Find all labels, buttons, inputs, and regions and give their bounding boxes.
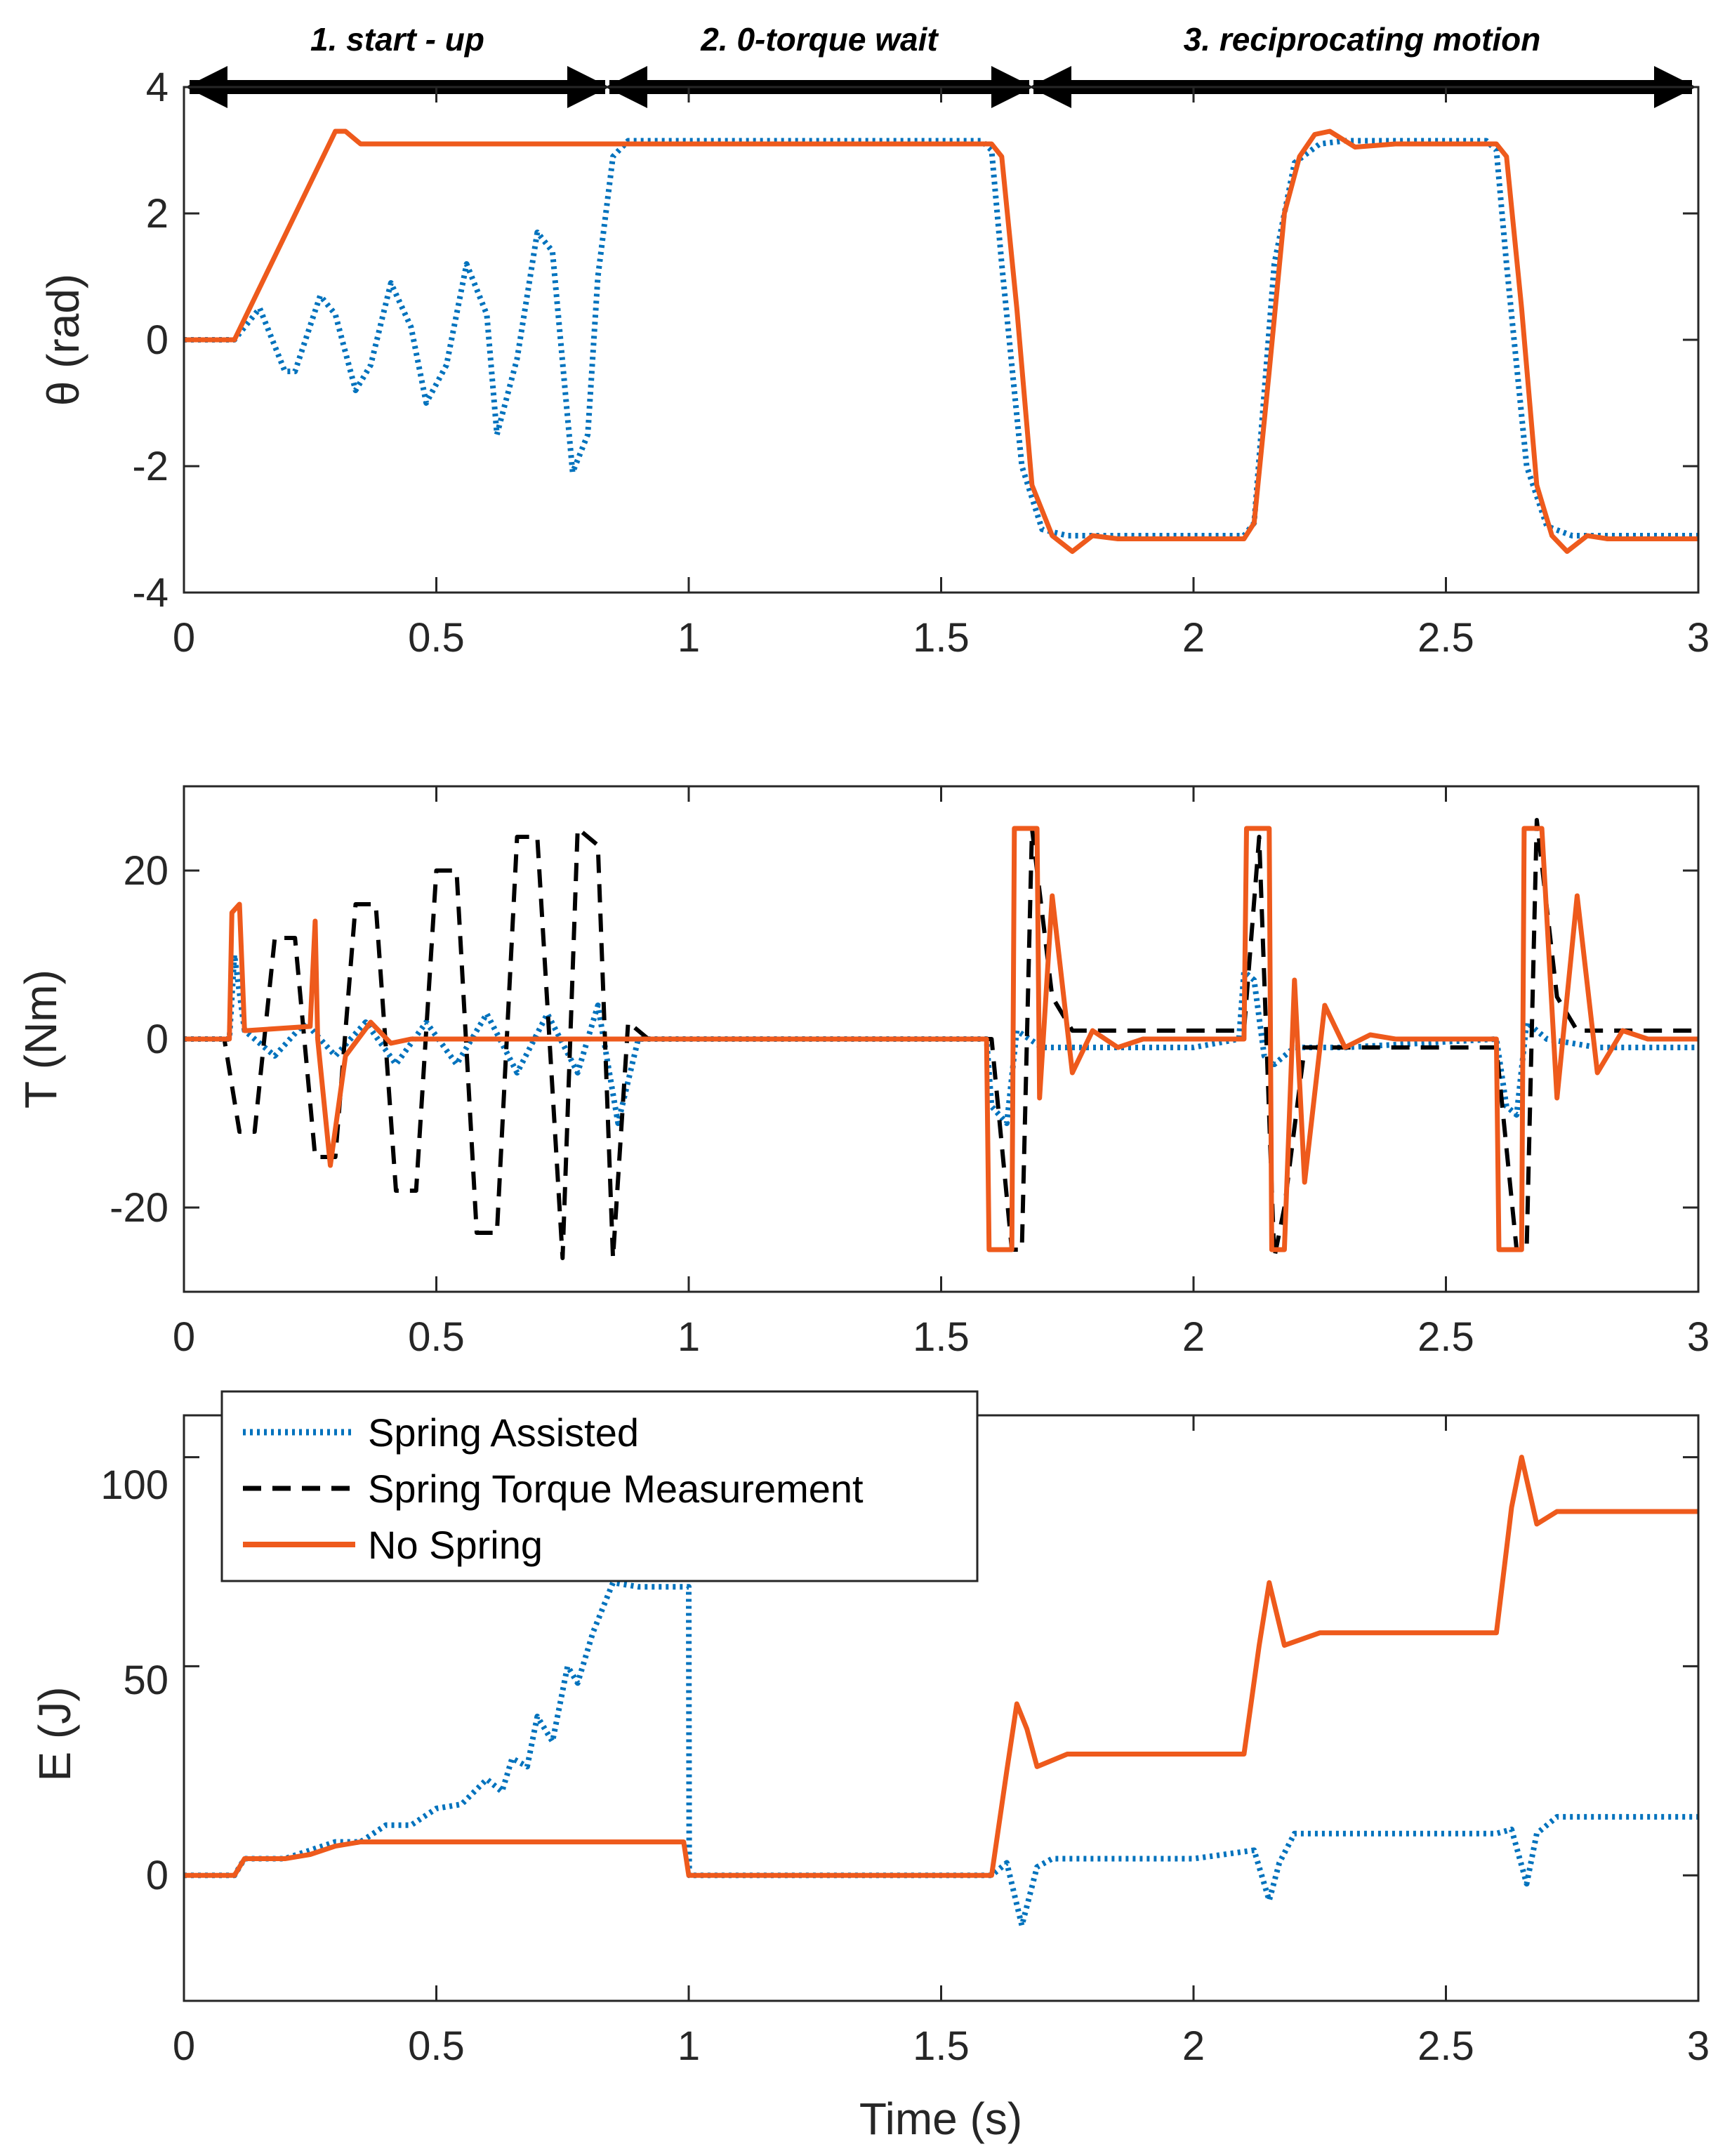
theta-series-spring-assisted <box>184 138 1698 538</box>
theta-x-tick-labels: 0 0.5 1 1.5 2 2.5 3 <box>173 615 1710 661</box>
theta-x-tick-label: 3 <box>1687 615 1710 661</box>
legend-label-spring-assisted: Spring Assisted <box>368 1410 639 1455</box>
energy-y-tick-label: 0 <box>146 1853 168 1898</box>
legend-label-spring-torque: Spring Torque Measurement <box>368 1467 864 1511</box>
theta-panel: 0 0.5 1 1.5 2 2.5 3 -4 -2 0 2 4 θ (rad) <box>38 65 1710 661</box>
energy-panel: 0 0.5 1 1.5 2 2.5 3 0 50 100 E (J) Time … <box>29 1414 1710 2144</box>
theta-x-tick-label: 0 <box>173 615 195 661</box>
energy-series-spring-assisted <box>184 1580 1698 1929</box>
theta-x-tick-label: 2.5 <box>1417 615 1474 661</box>
theta-y-tick-label: 4 <box>146 65 168 110</box>
phase-label-startup: 1. start - up <box>310 21 484 58</box>
theta-x-tick-label: 1 <box>678 615 700 661</box>
theta-y-tick-label: -2 <box>132 444 168 489</box>
energy-x-tick-label: 0.5 <box>408 2023 465 2069</box>
theta-y-tick-labels: -4 -2 0 2 4 <box>132 65 168 616</box>
torque-panel: 0 0.5 1 1.5 2 2.5 3 -20 0 20 T (Nm) <box>15 785 1710 1360</box>
energy-y-axis-label: E (J) <box>29 1686 80 1781</box>
energy-y-tick-label: 100 <box>100 1462 168 1508</box>
legend: Spring Assisted Spring Torque Measuremen… <box>220 1390 979 1582</box>
torque-y-tick-labels: -20 0 20 <box>110 848 168 1231</box>
energy-y-tick-label: 50 <box>123 1658 168 1703</box>
theta-y-tick-label: -4 <box>132 570 168 616</box>
torque-y-tick-label: -20 <box>110 1185 168 1231</box>
theta-x-tick-label: 0.5 <box>408 615 465 661</box>
energy-x-tick-label: 3 <box>1687 2023 1710 2069</box>
torque-x-tick-label: 1.5 <box>913 1314 970 1360</box>
legend-label-no-spring: No Spring <box>368 1523 543 1567</box>
energy-x-tick-labels: 0 0.5 1 1.5 2 2.5 3 <box>173 2023 1710 2069</box>
torque-x-tick-label: 1 <box>678 1314 700 1360</box>
theta-y-tick-label: 0 <box>146 317 168 363</box>
torque-x-tick-labels: 0 0.5 1 1.5 2 2.5 3 <box>173 1314 1710 1360</box>
torque-x-tick-label: 3 <box>1687 1314 1710 1360</box>
energy-series-no-spring <box>184 1455 1698 1878</box>
phase-label-wait: 2. 0-torque wait <box>700 21 939 58</box>
torque-x-tick-label: 2.5 <box>1417 1314 1474 1360</box>
torque-x-tick-label: 0.5 <box>408 1314 465 1360</box>
theta-series-no-spring <box>184 128 1698 554</box>
theta-y-axis-label: θ (rad) <box>38 274 88 406</box>
phase-annotations: 1. start - up 2. 0-torque wait 3. recipr… <box>185 21 1696 108</box>
phase-label-reciprocating: 3. reciprocating motion <box>1184 21 1541 58</box>
torque-x-tick-label: 2 <box>1182 1314 1205 1360</box>
energy-x-tick-label: 1.5 <box>913 2023 970 2069</box>
torque-series-no-spring <box>184 826 1698 1252</box>
energy-x-tick-label: 2.5 <box>1417 2023 1474 2069</box>
energy-x-tick-label: 0 <box>173 2023 195 2069</box>
theta-y-tick-label: 2 <box>146 191 168 237</box>
theta-x-tick-label: 2 <box>1182 615 1205 661</box>
theta-axes-frame <box>183 86 1700 594</box>
torque-x-tick-label: 0 <box>173 1314 195 1360</box>
energy-x-tick-label: 1 <box>678 2023 700 2069</box>
torque-y-tick-label: 0 <box>146 1017 168 1062</box>
theta-x-tick-label: 1.5 <box>913 615 970 661</box>
torque-y-tick-label: 20 <box>123 848 168 894</box>
energy-y-tick-labels: 0 50 100 <box>100 1462 168 1898</box>
x-axis-label: Time (s) <box>859 2094 1022 2144</box>
energy-x-tick-label: 2 <box>1182 2023 1205 2069</box>
torque-y-axis-label: T (Nm) <box>15 970 66 1109</box>
torque-axes-frame <box>183 785 1700 1293</box>
torque-plot-area <box>183 786 1700 1292</box>
theta-plot-area <box>183 86 1700 594</box>
